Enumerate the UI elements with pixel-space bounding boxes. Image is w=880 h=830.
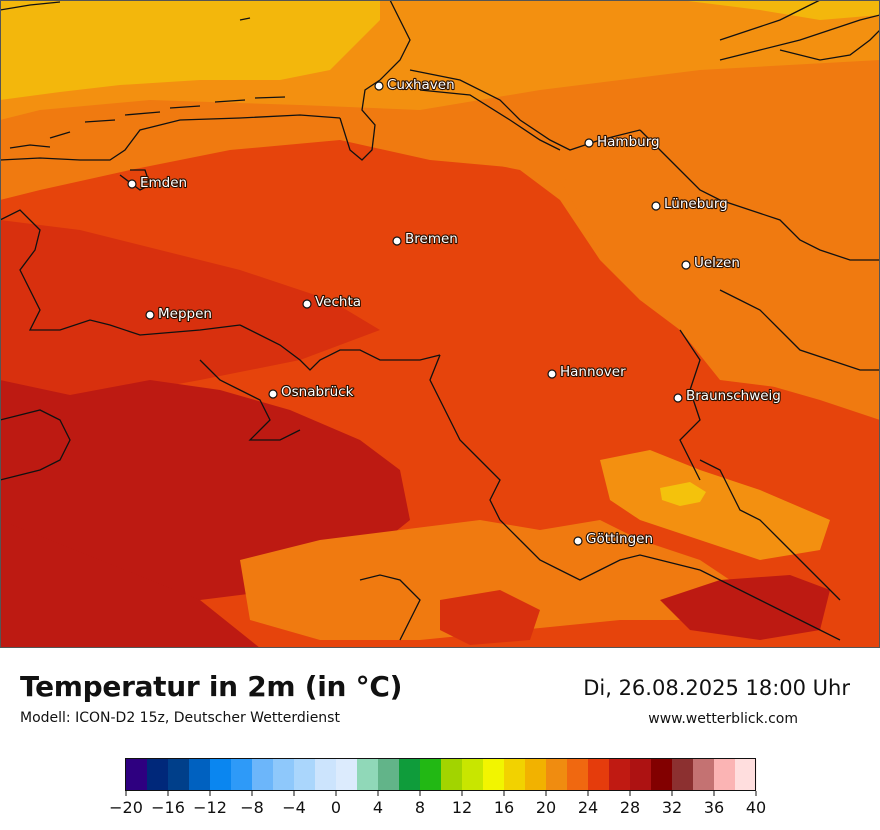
- legend-tick-label: −16: [151, 798, 185, 817]
- svg-text:Braunschweig: Braunschweig: [686, 388, 781, 404]
- city-lueneburg: Lüneburg: [651, 195, 729, 213]
- map-zone-orange-south: [240, 520, 760, 640]
- chart-title: Temperatur in 2m (in °C): [20, 670, 403, 703]
- city-meppen: Meppen: [145, 305, 213, 323]
- legend-swatch: [126, 759, 148, 791]
- legend-swatch: [189, 759, 211, 791]
- temperature-map: Cuxhaven Hamburg Emden Lüneburg Bremen U…: [0, 0, 880, 648]
- map-islands: [9, 17, 286, 149]
- legend-swatch: [399, 759, 421, 791]
- legend-tick-label: 12: [452, 798, 472, 817]
- legend-swatches: [126, 759, 757, 791]
- city-osnabrueck: Osnabrück: [268, 383, 355, 401]
- legend-tick-label: 24: [578, 798, 598, 817]
- legend-swatch: [483, 759, 505, 791]
- city-markers: Cuxhaven Hamburg Emden Lüneburg Bremen U…: [127, 76, 782, 548]
- legend-ticks: −20 −16 −12 −8 −4 0 4 8 12 16 20 24 28 32 36 40: [109, 791, 766, 817]
- map-zone-hot-yellow: [660, 482, 706, 506]
- legend-tick-label: 8: [415, 798, 425, 817]
- legend-swatch: [525, 759, 547, 791]
- city-hannover: Hannover: [547, 363, 627, 381]
- legend-swatch: [441, 759, 463, 791]
- city-vechta: Vechta: [302, 293, 362, 311]
- svg-text:Osnabrück: Osnabrück: [281, 384, 354, 400]
- legend-swatch: [693, 759, 715, 791]
- city-cuxhaven: Cuxhaven: [374, 76, 456, 94]
- legend-tick-label: 36: [704, 798, 724, 817]
- legend-swatch: [168, 759, 190, 791]
- legend-tick-label: 32: [662, 798, 682, 817]
- map-footer: Temperatur in 2m (in °C) Modell: ICON-D2…: [0, 648, 880, 830]
- svg-text:Lüneburg: Lüneburg: [664, 196, 728, 212]
- city-hamburg: Hamburg: [584, 133, 661, 151]
- svg-text:Meppen: Meppen: [158, 306, 212, 322]
- legend-swatch: [546, 759, 568, 791]
- legend-tick-label: −8: [240, 798, 264, 817]
- map-zone-yellow-ne: [680, 0, 880, 20]
- city-emden: Emden: [127, 174, 188, 192]
- map-borders: [0, 0, 880, 641]
- legend-swatch: [609, 759, 631, 791]
- map-zone-darkred-sw: [0, 520, 260, 648]
- legend-swatch: [294, 759, 316, 791]
- legend-swatch: [567, 759, 589, 791]
- legend-swatch: [630, 759, 652, 791]
- legend-tick-label: 20: [536, 798, 556, 817]
- legend-swatch: [315, 759, 337, 791]
- map-zone-orange-northeast: [560, 170, 880, 420]
- legend-swatch: [273, 759, 295, 791]
- map-zone-red-south: [440, 590, 540, 645]
- svg-text:Vechta: Vechta: [315, 294, 361, 310]
- legend-swatch: [231, 759, 253, 791]
- city-bremen: Bremen: [392, 230, 459, 248]
- legend-tick-label: −4: [282, 798, 306, 817]
- legend-swatch: [462, 759, 484, 791]
- legend-swatch: [714, 759, 736, 791]
- city-uelzen: Uelzen: [681, 254, 741, 272]
- legend-swatch: [378, 759, 400, 791]
- legend-tick-label: 0: [331, 798, 341, 817]
- svg-text:Bremen: Bremen: [405, 231, 458, 247]
- legend-swatch: [588, 759, 610, 791]
- legend-swatch: [672, 759, 694, 791]
- legend-tick-label: 28: [620, 798, 640, 817]
- svg-text:Emden: Emden: [140, 175, 187, 191]
- city-braunschweig: Braunschweig: [673, 387, 782, 405]
- legend-swatch: [336, 759, 358, 791]
- map-zone-darkred-se: [660, 575, 830, 640]
- forecast-datetime: Di, 26.08.2025 18:00 Uhr: [583, 676, 850, 700]
- svg-text:Hannover: Hannover: [560, 364, 626, 380]
- svg-text:Hamburg: Hamburg: [597, 134, 660, 150]
- legend-swatch: [651, 759, 673, 791]
- color-legend: −20 −16 −12 −8 −4 0 4 8 12 16 20 24 28 32 36 40: [109, 752, 770, 826]
- map-zone-yellow: [0, 0, 380, 100]
- city-goettingen: Göttingen: [573, 530, 654, 548]
- legend-swatch: [210, 759, 232, 791]
- legend-swatch: [147, 759, 169, 791]
- svg-text:Uelzen: Uelzen: [694, 255, 740, 271]
- legend-tick-label: −12: [193, 798, 227, 817]
- legend-tick-label: 16: [494, 798, 514, 817]
- svg-text:Göttingen: Göttingen: [586, 531, 653, 547]
- legend-swatch: [252, 759, 274, 791]
- legend-swatch: [735, 759, 757, 791]
- legend-tick-label: 4: [373, 798, 383, 817]
- legend-swatch: [504, 759, 526, 791]
- legend-swatch: [357, 759, 379, 791]
- map-zone-red-west: [0, 220, 380, 420]
- legend-swatch: [420, 759, 442, 791]
- legend-tick-label: 40: [746, 798, 766, 817]
- website-label: www.wetterblick.com: [648, 711, 798, 727]
- legend-frame: [125, 758, 756, 791]
- svg-text:Cuxhaven: Cuxhaven: [387, 77, 455, 93]
- legend-tick-label: −20: [110, 798, 143, 817]
- model-subtitle: Modell: ICON-D2 15z, Deutscher Wetterdie…: [20, 710, 340, 726]
